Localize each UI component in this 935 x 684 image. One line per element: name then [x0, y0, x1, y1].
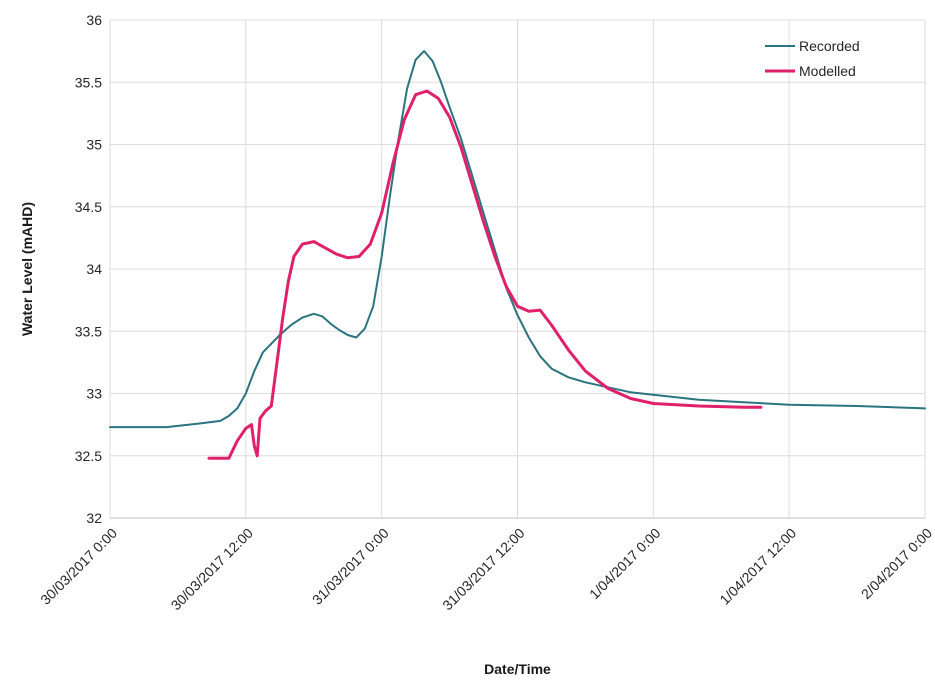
- legend-label-recorded: Recorded: [799, 38, 860, 54]
- x-tick-label: 30/03/2017 12:00: [168, 525, 257, 614]
- x-tick-label: 30/03/2017 0:00: [37, 525, 120, 608]
- y-tick-label: 36: [86, 12, 102, 28]
- y-tick-label: 32.5: [75, 448, 102, 464]
- x-tick-label: 31/03/2017 0:00: [309, 525, 392, 608]
- x-tick-label: 1/04/2017 0:00: [586, 525, 664, 603]
- x-tick-label: 1/04/2017 12:00: [716, 525, 799, 608]
- x-tick-label: 2/04/2017 0:00: [858, 525, 935, 603]
- series-line-recorded: [109, 50, 926, 429]
- y-tick-label: 35: [86, 137, 102, 153]
- y-tick-label: 32: [86, 510, 102, 526]
- y-tick-label: 33.5: [75, 323, 102, 339]
- y-tick-label: 35.5: [75, 74, 102, 90]
- y-tick-label: 33: [86, 386, 102, 402]
- legend: Recorded Modelled: [765, 38, 860, 79]
- series-lines: [109, 50, 926, 460]
- series-line-modelled: [207, 89, 763, 460]
- x-tick-label: 31/03/2017 12:00: [439, 525, 528, 614]
- legend-label-modelled: Modelled: [799, 63, 856, 79]
- y-tick-label: 34: [86, 261, 102, 277]
- y-axis-title: Water Level (mAHD): [19, 202, 35, 336]
- x-axis-title: Date/Time: [484, 661, 551, 677]
- y-tick-label: 34.5: [75, 199, 102, 215]
- axes: 32 32.5 33 33.5 34 34.5 35 35.5 36 30/03/2017 0:0…: [37, 12, 935, 613]
- gridlines: [109, 19, 926, 519]
